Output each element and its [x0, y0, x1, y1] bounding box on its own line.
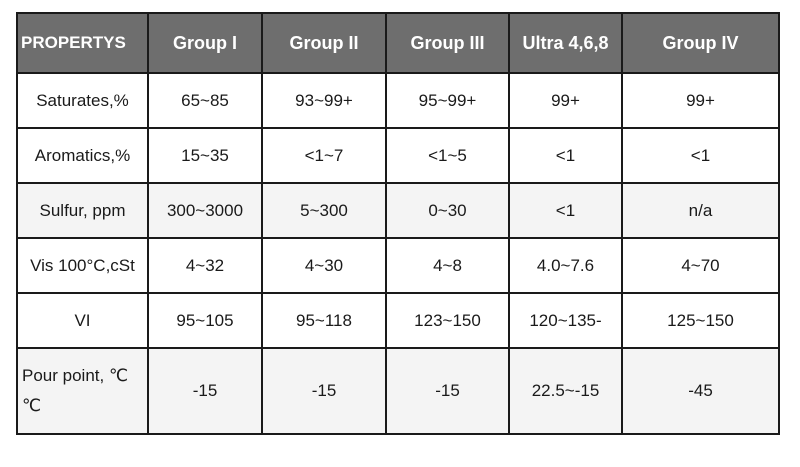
table-cell: 4.0~7.6 [508, 237, 623, 294]
table-cell: <1~7 [261, 127, 387, 184]
table-cell: <1~5 [385, 127, 510, 184]
header-group-iv: Group IV [621, 12, 780, 74]
table-cell: -15 [147, 347, 263, 435]
table-cell: 15~35 [147, 127, 263, 184]
table-row-pour-point: Pour point, ℃ ℃ -15 -15 -15 22.5~-15 -45 [16, 347, 780, 435]
table-cell: <1 [621, 127, 780, 184]
table-cell: 93~99+ [261, 72, 387, 129]
row-label-line2: ℃ [22, 396, 42, 415]
table-cell: <1 [508, 182, 623, 239]
table-cell: 95~105 [147, 292, 263, 349]
table-cell: 4~70 [621, 237, 780, 294]
row-label-line1: Pour point, ℃ [22, 366, 129, 385]
table-row-saturates: Saturates,% 65~85 93~99+ 95~99+ 99+ 99+ [16, 72, 780, 129]
table-cell: 95~99+ [385, 72, 510, 129]
table-cell: n/a [621, 182, 780, 239]
table-cell: 120~135- [508, 292, 623, 349]
table-row-sulfur: Sulfur, ppm 300~3000 5~300 0~30 <1 n/a [16, 182, 780, 239]
row-label: Pour point, ℃ ℃ [16, 347, 149, 435]
table-cell: 5~300 [261, 182, 387, 239]
properties-table-frame: PROPERTYS Group I Group II Group III Ult… [16, 12, 780, 435]
table-cell: 4~32 [147, 237, 263, 294]
table-cell: 300~3000 [147, 182, 263, 239]
table-cell: 123~150 [385, 292, 510, 349]
table-cell: 95~118 [261, 292, 387, 349]
table-row-aromatics: Aromatics,% 15~35 <1~7 <1~5 <1 <1 [16, 127, 780, 184]
row-label: Vis 100°C,cSt [16, 237, 149, 294]
base-oil-properties-table: PROPERTYS Group I Group II Group III Ult… [16, 12, 780, 435]
header-propertys: PROPERTYS [16, 12, 149, 74]
row-label: Sulfur, ppm [16, 182, 149, 239]
header-row: PROPERTYS Group I Group II Group III Ult… [16, 12, 780, 74]
table-cell: -15 [261, 347, 387, 435]
table-cell: 99+ [621, 72, 780, 129]
table-cell: 22.5~-15 [508, 347, 623, 435]
table-cell: -15 [385, 347, 510, 435]
table-cell: 0~30 [385, 182, 510, 239]
table-cell: <1 [508, 127, 623, 184]
table-cell: 65~85 [147, 72, 263, 129]
header-group-i: Group I [147, 12, 263, 74]
header-group-iii: Group III [385, 12, 510, 74]
table-cell: 99+ [508, 72, 623, 129]
table-cell: 4~8 [385, 237, 510, 294]
table-row-vi: VI 95~105 95~118 123~150 120~135- 125~15… [16, 292, 780, 349]
header-group-ii: Group II [261, 12, 387, 74]
table-cell: -45 [621, 347, 780, 435]
table-cell: 125~150 [621, 292, 780, 349]
table-row-viscosity: Vis 100°C,cSt 4~32 4~30 4~8 4.0~7.6 4~70 [16, 237, 780, 294]
header-ultra: Ultra 4,6,8 [508, 12, 623, 74]
row-label: Aromatics,% [16, 127, 149, 184]
row-label: VI [16, 292, 149, 349]
row-label: Saturates,% [16, 72, 149, 129]
table-cell: 4~30 [261, 237, 387, 294]
